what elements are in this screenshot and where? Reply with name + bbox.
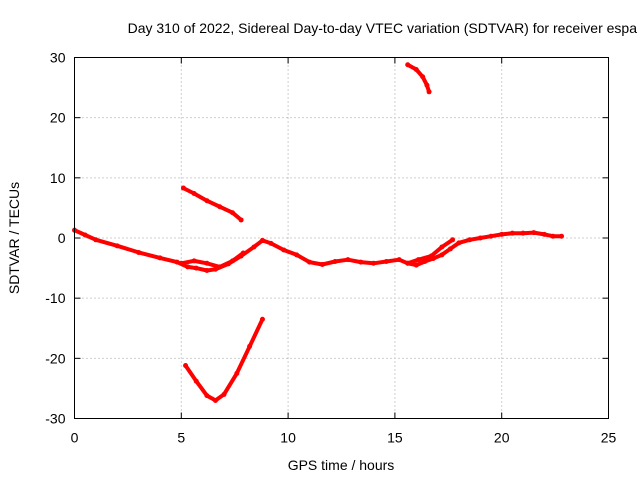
axis-ticks: 0 5 10 15 20 25 -30 -20 -10 0 10 20 30 [45,50,616,446]
x-tick-label: 10 [280,430,296,446]
data-point [93,237,99,243]
x-tick-label: 25 [601,430,617,446]
data-point [204,198,210,204]
data-point [420,74,426,80]
data-point [247,343,253,349]
chart-title: Day 310 of 2022, Sidereal Day-to-day VTE… [128,20,638,36]
data-point [204,267,210,273]
data-point [238,217,244,223]
data-point [221,391,227,397]
data-point [520,230,526,236]
y-tick-label: -30 [45,411,65,427]
data-point [180,185,186,191]
data-point [415,257,421,263]
data-point [230,210,236,216]
data-point [426,89,432,95]
data-point [281,247,287,253]
data-point [477,235,483,241]
data-point [251,244,257,250]
data-point [82,232,88,238]
data-point [456,240,462,246]
x-tick-label: 15 [387,430,403,446]
y-tick-label: -20 [45,350,65,366]
data-point [550,233,556,239]
data-point [467,237,473,243]
data-point [178,260,184,266]
y-axis-label: SDTVAR / TECUs [6,182,22,294]
y-tick-label: 30 [50,50,66,66]
data-point [345,257,351,263]
data-point [319,261,325,267]
data-point [488,233,494,239]
x-tick-label: 0 [71,430,79,446]
data-point [230,258,236,264]
data-point [136,249,142,255]
data-point [294,252,300,258]
data-point [559,233,565,239]
data-point [217,204,223,210]
y-tick-label: 10 [50,170,66,186]
data-point [240,250,246,256]
data-point [428,253,434,259]
data-point [306,259,312,265]
data-point [183,363,189,369]
data-point [191,190,197,196]
data-point [259,237,265,243]
data-point [193,265,199,271]
x-tick-label: 5 [177,430,185,446]
data-point [193,378,199,384]
x-axis-label: GPS time / hours [288,457,395,473]
series-main-track [72,228,564,273]
data-point [447,246,453,252]
data-point [332,258,338,264]
data-point [371,260,377,266]
data-point [191,258,197,264]
data-point [413,262,419,268]
data-point [234,370,240,376]
data-point [174,259,180,265]
data-point [413,67,419,73]
data-point [259,316,265,322]
data-point [185,264,191,270]
data-point [541,231,547,237]
data-point [531,230,537,236]
data-point [204,393,210,399]
data-point [204,260,210,266]
data-point [499,231,505,237]
data-point [212,397,218,403]
data-point [383,258,389,264]
data-point [439,252,445,258]
data-point [268,240,274,246]
data-point [114,243,120,249]
data-point [217,264,223,270]
y-tick-label: -10 [45,290,65,306]
data-point [405,62,411,68]
data-point [509,230,515,236]
data-point [157,255,163,261]
data-point [396,257,402,263]
series-lower-v-arc [183,317,265,403]
y-tick-label: 20 [50,110,66,126]
data-point [405,260,411,266]
data-point [439,244,445,250]
data-point [450,237,456,243]
y-tick-label: 0 [58,230,66,246]
data-series [72,62,565,403]
x-tick-label: 20 [494,430,510,446]
data-point [424,82,430,88]
grid [74,57,609,419]
data-point [358,259,364,265]
